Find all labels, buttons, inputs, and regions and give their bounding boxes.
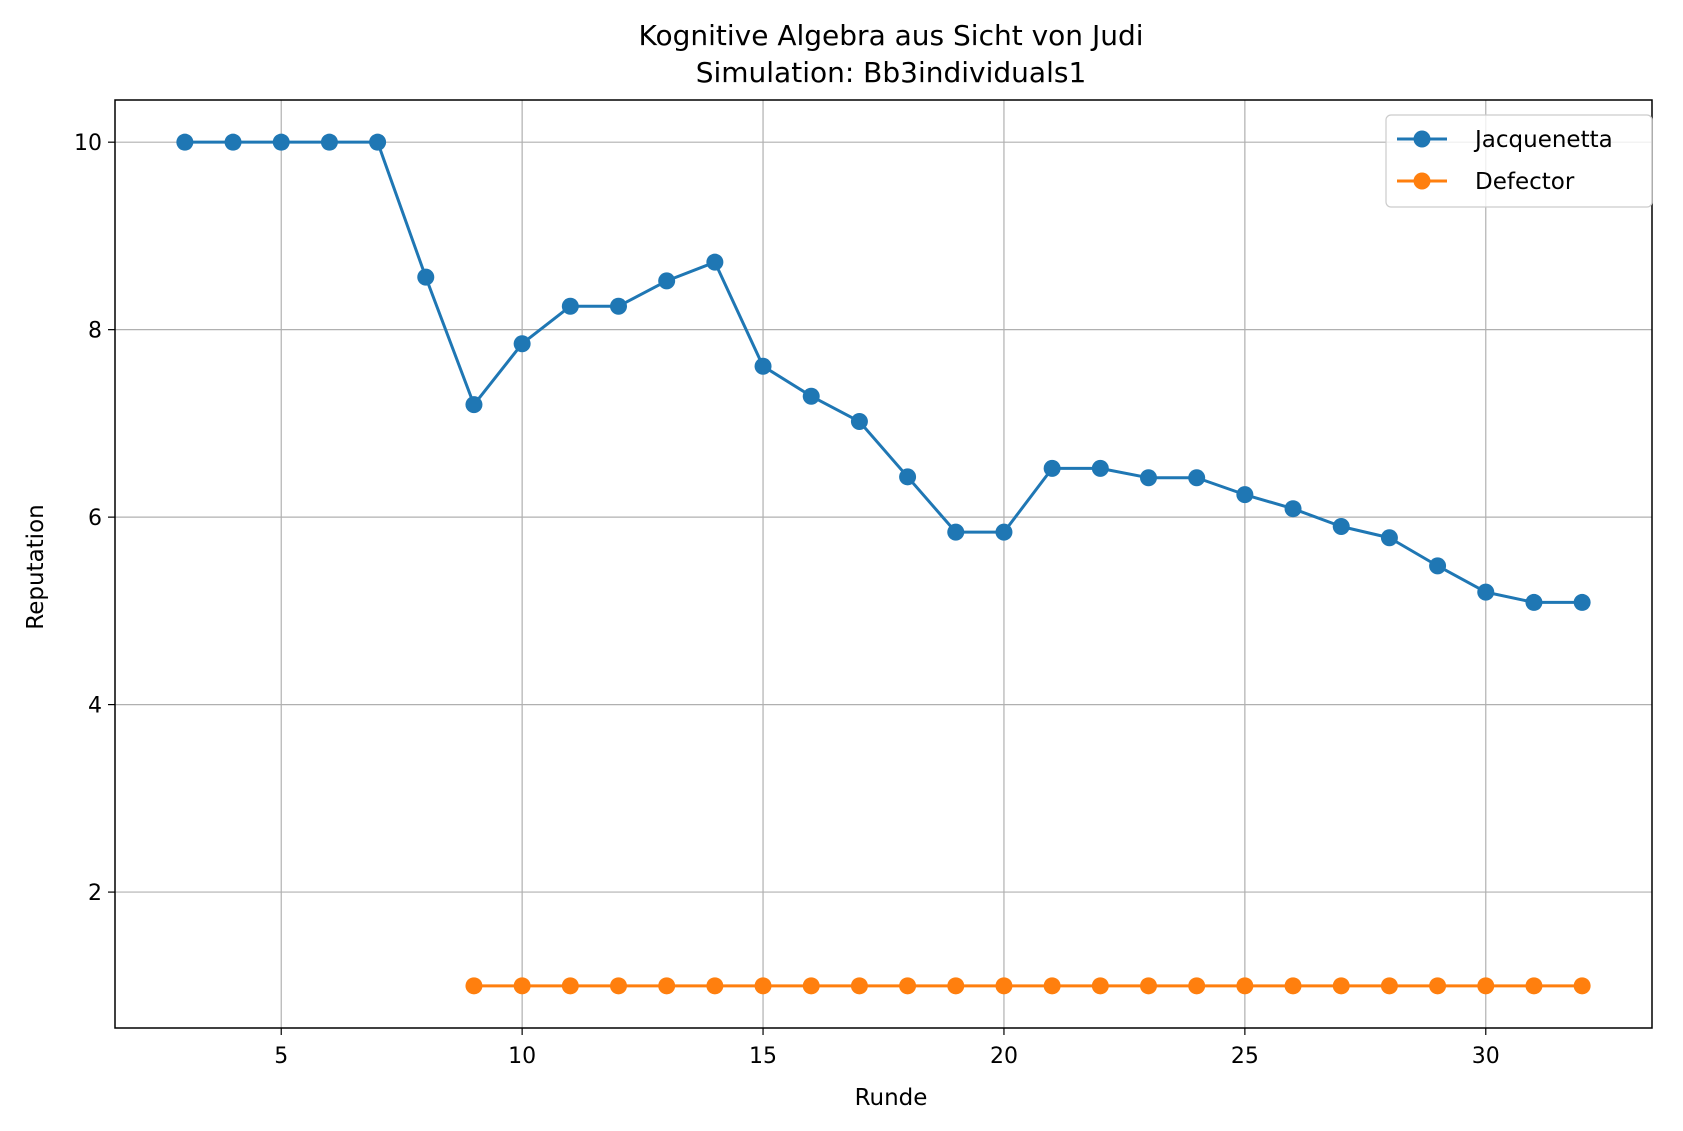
chart-title: Kognitive Algebra aus Sicht von Judi (639, 19, 1144, 52)
data-point-defector (850, 977, 868, 995)
legend-box (1385, 114, 1653, 208)
data-point-defector (1429, 977, 1447, 995)
data-point-defector (1140, 977, 1157, 995)
data-point-jacquenetta (1573, 593, 1591, 611)
data-point-defector (1188, 977, 1206, 995)
data-point-jacquenetta (561, 297, 579, 315)
data-point-jacquenetta (1429, 557, 1447, 575)
data-point-jacquenetta (802, 387, 820, 405)
legend-label-jacquenetta: Jacquenetta (1473, 127, 1613, 153)
data-point-defector (1284, 977, 1302, 995)
x-tick-label: 20 (990, 1044, 1018, 1069)
data-point-defector (561, 977, 579, 995)
data-point-jacquenetta (1380, 529, 1398, 547)
data-point-jacquenetta (754, 357, 772, 375)
x-tick-label: 10 (508, 1044, 536, 1069)
data-point-defector (610, 977, 627, 995)
data-point-defector (1477, 977, 1495, 995)
data-point-jacquenetta (1091, 459, 1109, 477)
legend: Jacquenetta Defector (1385, 114, 1653, 208)
data-point-jacquenetta (947, 523, 965, 541)
plot-frame (114, 99, 1653, 1029)
data-point-defector (754, 977, 772, 995)
data-point-jacquenetta (513, 335, 531, 353)
data-point-defector (899, 977, 917, 995)
x-axis-label: Runde (855, 1085, 928, 1111)
data-point-defector (1573, 977, 1591, 995)
x-tick-label: 30 (1472, 1044, 1500, 1069)
data-point-defector (947, 977, 965, 995)
data-point-jacquenetta (176, 133, 194, 151)
y-tick-label: 4 (88, 694, 102, 719)
y-tick-label: 2 (88, 881, 102, 906)
ticks: 5 10 15 20 25 30 2 4 6 8 10 (74, 131, 1500, 1069)
data-point-defector (1332, 977, 1350, 995)
data-point-defector (706, 977, 724, 995)
x-tick-label: 15 (749, 1044, 777, 1069)
data-point-jacquenetta (1236, 486, 1254, 504)
data-point-jacquenetta (706, 253, 724, 271)
data-point-jacquenetta (1332, 518, 1350, 536)
data-point-jacquenetta (995, 523, 1013, 541)
y-tick-label: 6 (88, 506, 102, 531)
data-point-jacquenetta (224, 133, 242, 151)
chart-subtitle: Simulation: Bb3individuals1 (696, 56, 1087, 89)
data-point-defector (513, 977, 531, 995)
data-point-jacquenetta (1188, 469, 1206, 487)
data-point-jacquenetta (899, 468, 917, 486)
data-point-jacquenetta (465, 396, 483, 414)
legend-marker-jacquenetta (1413, 130, 1431, 148)
x-tick-label: 25 (1231, 1044, 1259, 1069)
data-point-defector (1091, 977, 1109, 995)
data-point-jacquenetta (417, 268, 435, 286)
y-tick-label: 10 (74, 131, 102, 156)
data-point-defector (658, 977, 676, 995)
data-point-defector (1043, 977, 1061, 995)
y-tick-label: 8 (88, 319, 102, 344)
data-point-jacquenetta (610, 297, 627, 315)
data-point-jacquenetta (320, 133, 338, 151)
data-point-jacquenetta (658, 272, 676, 290)
data-point-jacquenetta (369, 133, 387, 151)
data-point-defector (1525, 977, 1543, 995)
data-point-jacquenetta (1043, 459, 1061, 477)
data-point-defector (802, 977, 820, 995)
data-point-defector (1236, 977, 1254, 995)
data-point-jacquenetta (272, 133, 290, 151)
data-point-jacquenetta (1140, 469, 1157, 487)
data-point-jacquenetta (1525, 593, 1543, 611)
y-axis-label: Reputation (23, 504, 49, 629)
data-point-jacquenetta (850, 413, 868, 431)
legend-marker-defector (1413, 172, 1431, 190)
series-layer (176, 133, 1591, 995)
data-point-defector (465, 977, 483, 995)
data-point-defector (1380, 977, 1398, 995)
data-point-jacquenetta (1284, 500, 1302, 518)
data-point-defector (995, 977, 1013, 995)
legend-label-defector: Defector (1475, 169, 1575, 195)
x-tick-label: 5 (274, 1044, 288, 1069)
data-point-jacquenetta (1477, 583, 1495, 601)
